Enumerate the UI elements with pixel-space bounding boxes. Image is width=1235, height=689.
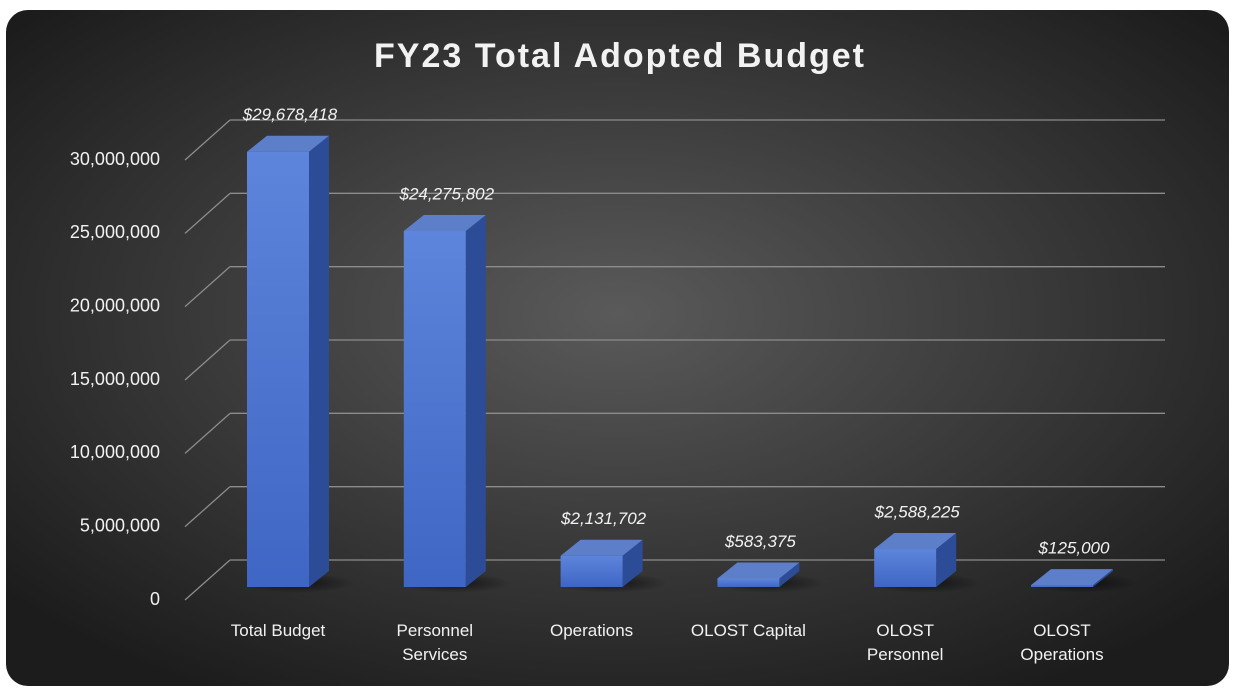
y-tick-label: 0 xyxy=(150,589,160,609)
value-label: $24,275,802 xyxy=(399,184,495,203)
y-tick-label: 15,000,000 xyxy=(70,369,160,389)
y-tick-label: 20,000,000 xyxy=(70,295,160,315)
x-tick-label: OLOST Operations xyxy=(1020,621,1104,664)
bar xyxy=(717,578,780,587)
value-label: $583,375 xyxy=(724,532,796,551)
value-label: $29,678,418 xyxy=(242,105,338,124)
bar xyxy=(1031,585,1093,587)
y-tick-label: 10,000,000 xyxy=(70,442,160,462)
bar-side xyxy=(779,562,800,587)
bar xyxy=(560,555,623,587)
bar-top xyxy=(1031,569,1113,586)
chart-title: FY23 Total Adopted Budget xyxy=(374,37,866,75)
bar xyxy=(247,151,309,587)
value-label: $2,588,225 xyxy=(874,503,961,522)
bar-side xyxy=(465,214,486,588)
y-tick-label: 30,000,000 xyxy=(70,149,160,169)
grid-line-side xyxy=(184,119,231,161)
grid-line-side xyxy=(184,412,231,454)
bar-side xyxy=(622,539,643,587)
x-tick-label: Personnel Services xyxy=(396,621,474,664)
bar-side xyxy=(309,135,329,587)
y-tick-label: 5,000,000 xyxy=(80,515,160,535)
x-tick-label: OLOST Personnel xyxy=(866,621,944,664)
bar xyxy=(874,549,937,587)
grid-line-side xyxy=(184,192,231,234)
bar-top xyxy=(403,214,486,231)
grid-line-side xyxy=(184,559,231,601)
grid-line-side xyxy=(184,266,231,308)
bar-top xyxy=(560,539,643,556)
bar-top xyxy=(874,533,957,550)
x-tick-label: Total Budget xyxy=(230,621,326,640)
y-tick-label: 25,000,000 xyxy=(70,222,160,242)
bar-top xyxy=(717,562,800,579)
x-tick-label: OLOST Capital xyxy=(690,621,806,640)
value-label: $2,131,702 xyxy=(560,509,647,528)
grid-line-side xyxy=(184,339,231,381)
value-label: $125,000 xyxy=(1038,539,1110,558)
bar-top xyxy=(247,135,329,152)
bar-side xyxy=(1093,569,1113,587)
bar-side xyxy=(936,533,957,587)
bar xyxy=(403,230,466,588)
x-tick-label: Operations xyxy=(550,621,634,640)
grid-line-side xyxy=(184,486,231,528)
